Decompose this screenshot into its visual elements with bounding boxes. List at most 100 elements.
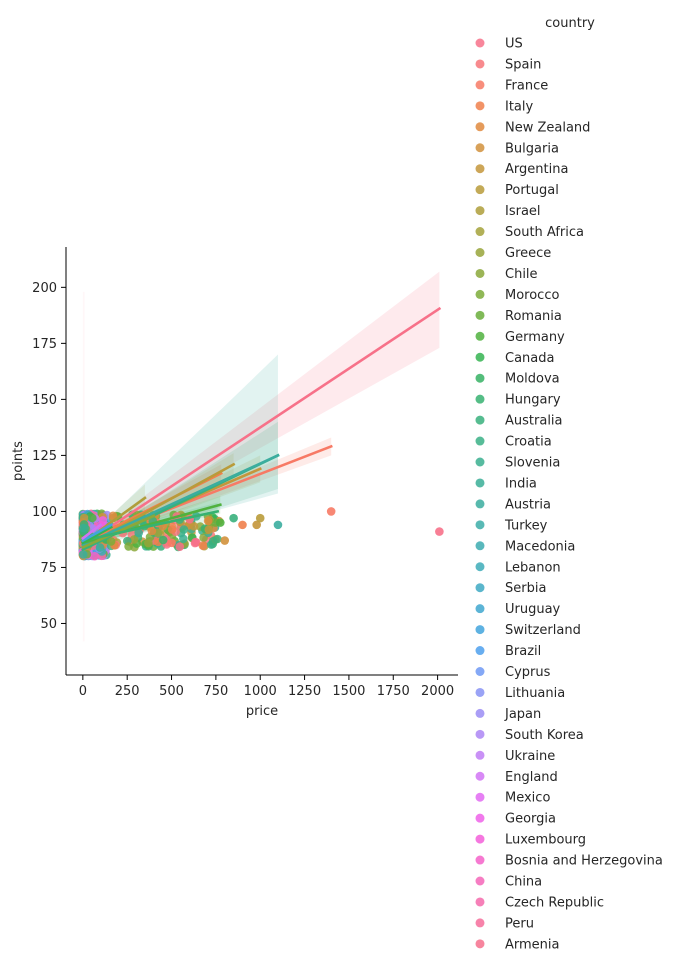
legend-item: Czech Republic (475, 895, 604, 910)
legend-item: Lebanon (475, 560, 561, 575)
legend-item: Spain (475, 57, 541, 72)
legend-item: Bulgaria (475, 141, 559, 156)
data-point (129, 535, 139, 544)
data-point (78, 550, 88, 559)
legend-item: Argentina (475, 162, 568, 177)
legend-marker (475, 185, 485, 195)
legend-marker (475, 457, 485, 467)
legend-marker (475, 667, 485, 676)
legend-label: US (505, 37, 523, 52)
data-point (167, 525, 177, 534)
y-tick-label: 75 (40, 561, 57, 576)
plot-area (78, 271, 444, 642)
legend-label: Chile (505, 267, 538, 282)
data-point (106, 537, 116, 546)
legend-label: Morocco (505, 288, 559, 303)
legend-marker (475, 373, 485, 383)
legend-item: Uruguay (475, 602, 561, 617)
legend-marker (475, 834, 485, 844)
legend-item: Portugal (475, 183, 559, 198)
legend-label: Israel (505, 204, 541, 219)
legend-item: Bosnia and Herzegovina (475, 854, 663, 869)
x-tick-label: 750 (203, 684, 228, 699)
legend-marker (475, 268, 485, 278)
outlier-point-austria (273, 520, 283, 530)
legend-item: Israel (475, 204, 541, 219)
legend-label: Germany (505, 330, 565, 345)
data-point (79, 513, 89, 523)
legend-label: Switzerland (505, 623, 581, 638)
legend-label: Czech Republic (505, 895, 604, 910)
x-tick-label: 250 (115, 684, 140, 699)
outlier-point-germany (216, 518, 225, 527)
legend-label: Lebanon (505, 560, 561, 575)
legend-label: Spain (505, 57, 541, 72)
legend-item: Romania (475, 309, 562, 324)
regression-line-austria (81, 453, 280, 547)
legend-label: Peru (505, 916, 534, 931)
legend-label: Croatia (505, 435, 552, 450)
legend-item: Georgia (475, 812, 556, 827)
legend-item: Canada (475, 351, 554, 366)
legend-label: Turkey (504, 518, 548, 533)
legend-marker (475, 206, 485, 216)
legend-marker (475, 80, 485, 90)
legend-marker (475, 604, 485, 614)
ci-band-austria (82, 354, 278, 548)
data-point (147, 526, 157, 536)
legend-item: Croatia (475, 435, 552, 450)
legend-item: Greece (475, 246, 551, 261)
legend-label: Bosnia and Herzegovina (505, 854, 663, 869)
legend-label: Serbia (505, 581, 546, 596)
legend-item: Turkey (475, 518, 548, 533)
x-tick-label: 1000 (244, 684, 277, 699)
legend-label: Georgia (505, 812, 556, 827)
legend-marker (475, 38, 485, 48)
legend-label: Australia (505, 414, 563, 429)
legend-marker (475, 708, 485, 718)
legend-marker (475, 122, 485, 132)
legend-item: Morocco (475, 288, 559, 303)
data-point (179, 525, 189, 534)
legend-label: Armenia (505, 937, 560, 952)
legend-marker (475, 352, 485, 362)
confidence-bands (82, 271, 440, 642)
legend-marker (475, 625, 485, 635)
legend-item: Peru (475, 916, 534, 931)
legend-item: Australia (475, 414, 563, 429)
x-tick-label: 1500 (332, 684, 365, 699)
data-point (88, 513, 97, 523)
legend-item: Cyprus (475, 665, 551, 680)
legend-marker (475, 855, 485, 865)
legend-marker (475, 499, 485, 509)
legend-marker (475, 394, 485, 404)
legend-item: Serbia (475, 581, 546, 596)
legend-label: Portugal (505, 183, 559, 198)
legend-label: Macedonia (505, 539, 575, 554)
legend-marker (475, 289, 485, 299)
data-point (189, 522, 199, 531)
outlier-point-argentina (252, 520, 261, 530)
legend-marker (475, 520, 485, 530)
axes: 0 250 500 750 1000 1250 1500 1750 2000 50 75 100 125… (11, 247, 458, 719)
legend-marker (475, 771, 485, 781)
data-point (203, 516, 213, 526)
legend-label: Hungary (505, 393, 561, 408)
data-point (79, 523, 88, 533)
legend-item: Italy (475, 99, 534, 114)
legend-marker (475, 729, 485, 739)
data-point (124, 542, 133, 551)
legend-label: Lithuania (505, 686, 565, 701)
legend-marker (475, 310, 485, 320)
legend-label: India (505, 476, 537, 491)
y-tick-label: 200 (32, 281, 57, 296)
regression-line-us (81, 306, 442, 547)
legend-label: Canada (505, 351, 554, 366)
data-point (192, 538, 201, 547)
regression-lines (81, 306, 442, 552)
legend-marker (475, 939, 485, 949)
data-point (158, 535, 168, 545)
outlier-points (167, 507, 444, 548)
legend-label: France (505, 78, 548, 93)
